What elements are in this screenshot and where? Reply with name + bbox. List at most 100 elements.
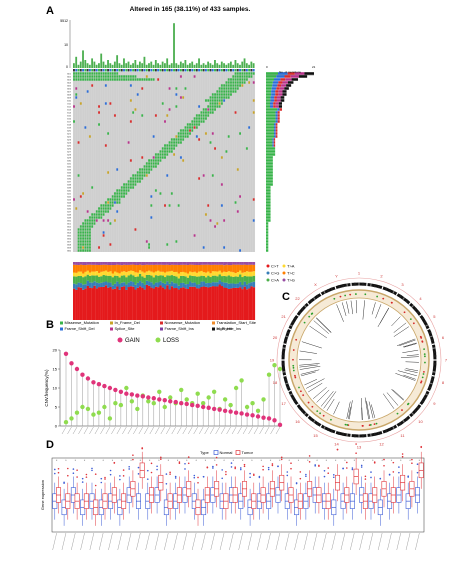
- titv-segment: [84, 265, 87, 272]
- boxplot-outlier: [187, 462, 190, 465]
- mutation-cell: [248, 126, 251, 129]
- cnv-loss-point: [157, 389, 162, 394]
- titv-legend-label: C>A: [271, 278, 279, 283]
- mutation-cell: [232, 84, 235, 87]
- mutation-cell: [148, 78, 150, 81]
- sample-annotation-cell: [93, 69, 96, 72]
- mutation-cell: [150, 159, 153, 162]
- titv-segment: [111, 265, 115, 274]
- mutation-cell: [218, 99, 221, 102]
- sample-annotation-cell: [125, 69, 128, 72]
- mutation-cell: [182, 159, 185, 162]
- titv-segment: [214, 264, 217, 272]
- boxplot-x-label-mark: [303, 532, 308, 551]
- top-tick-mid: 10: [64, 43, 68, 47]
- sample-annotation-cell: [143, 69, 146, 72]
- mutation-cell: [116, 168, 119, 171]
- titv-segment: [120, 262, 124, 266]
- sample-annotation-cell: [77, 69, 80, 72]
- boxplot-significance: *: [223, 459, 225, 463]
- mutation-cell: [111, 195, 114, 198]
- circos-chromosome-label: 12: [379, 442, 384, 447]
- circos-band: [342, 284, 345, 288]
- cnv-legend-dot: [155, 337, 161, 343]
- cnv-x-label-mark: [133, 426, 138, 435]
- boxplot-outlier: [187, 456, 190, 458]
- sample-annotation-cell: [218, 69, 221, 72]
- titv-segment: [73, 262, 76, 265]
- titv-segment: [173, 275, 176, 284]
- right-bar-segment: [281, 84, 287, 87]
- boxplot-outlier: [323, 469, 326, 472]
- mutation-cell: [170, 150, 173, 153]
- titv-segment: [107, 262, 110, 265]
- titv-segment: [120, 282, 124, 287]
- titv-segment: [141, 262, 144, 266]
- circos-cnv-point: [424, 361, 426, 364]
- titv-segment: [88, 287, 92, 320]
- mutation-cell: [209, 141, 212, 144]
- cnv-loss-point: [272, 363, 277, 368]
- mutation-cell: [152, 159, 155, 162]
- circos-gene-tick: [346, 401, 351, 419]
- titv-segment: [161, 271, 165, 276]
- titv-segment: [225, 264, 228, 273]
- gene-label: G42: [67, 197, 72, 199]
- cnv-legend-label: LOSS: [163, 338, 179, 344]
- circos-band: [309, 299, 313, 303]
- mutation-cell: [113, 75, 116, 78]
- titv-segment: [93, 264, 96, 272]
- mutation-cell: [186, 126, 189, 129]
- titv-segment: [243, 275, 247, 282]
- cnv-loss-point: [102, 404, 107, 410]
- variant-legend-label: Nonsense_Mutation: [165, 320, 201, 325]
- mutation-cell: [111, 72, 114, 75]
- sample-annotation-cell: [132, 69, 135, 72]
- circos-cnv-point: [422, 373, 425, 375]
- circos-band: [430, 378, 435, 381]
- titv-segment: [98, 272, 101, 277]
- mutation-cell: [123, 192, 125, 195]
- sample-annotation-cell: [141, 69, 144, 72]
- mutation-cell: [166, 144, 169, 147]
- titv-segment: [102, 274, 105, 283]
- mutation-cell: [202, 117, 205, 120]
- titv-segment: [132, 270, 135, 276]
- right-bar-segment: [275, 111, 278, 114]
- mutation-cell: [204, 99, 207, 102]
- titv-segment: [193, 262, 196, 265]
- sample-annotation-cell: [202, 69, 205, 72]
- boxplot-outlier: [202, 475, 205, 478]
- mutation-cell: [86, 240, 89, 243]
- top-bar: [248, 64, 250, 68]
- circos-band: [334, 286, 337, 290]
- sample-annotation-cell: [220, 69, 223, 72]
- titv-segment: [113, 283, 117, 289]
- titv-segment: [164, 262, 167, 265]
- mutation-cell: [182, 135, 185, 138]
- circos-band: [286, 331, 290, 334]
- circos-gene-tick: [304, 379, 318, 386]
- titv-segment: [93, 262, 96, 265]
- cnv-loss-point: [168, 395, 173, 400]
- mutation-cell: [84, 219, 87, 222]
- top-bar: [113, 61, 116, 68]
- boxplot-y-label: Gene expression: [40, 480, 45, 510]
- mutation-cell: [234, 90, 237, 93]
- mutation-cell: [198, 138, 201, 141]
- boxplot-outlier: [383, 458, 385, 461]
- right-bar-segment: [266, 87, 272, 90]
- boxplot-outlier: [63, 482, 65, 484]
- titv-segment: [179, 262, 183, 265]
- mutation-cell: [229, 84, 232, 87]
- sample-annotation-cell: [152, 69, 155, 72]
- right-bar-segment: [266, 189, 271, 192]
- titv-segment: [91, 264, 94, 272]
- boxplot-x-label-mark: [247, 532, 253, 551]
- mutation-cell: [145, 162, 148, 165]
- boxplot-outlier: [249, 472, 251, 475]
- sample-annotation-cell: [145, 69, 148, 72]
- circos-band: [326, 427, 330, 432]
- titv-segment: [159, 275, 162, 282]
- mutation-cell: [225, 87, 228, 90]
